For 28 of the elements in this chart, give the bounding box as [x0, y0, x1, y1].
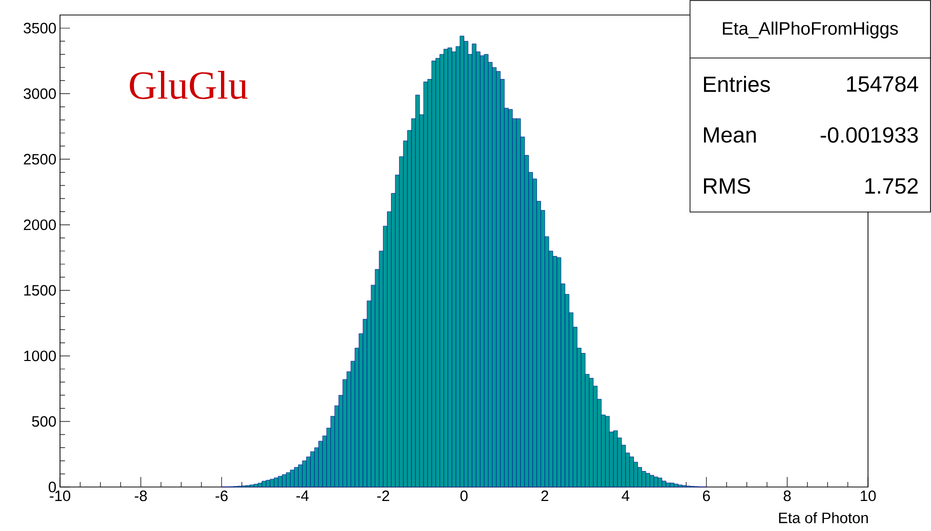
x-tick-label: -2	[377, 490, 390, 502]
annotation: RMS	[704, 178, 750, 194]
annotation: Mean	[704, 127, 756, 143]
annotation: GluGlu	[130, 70, 248, 100]
y-tick-label: 2000	[24, 219, 56, 230]
x-tick-label: 0	[460, 490, 468, 502]
annotation: Entries	[704, 76, 770, 92]
y-tick-label: 0	[48, 482, 56, 492]
x-tick-label: 6	[703, 490, 710, 502]
x-tick-label: 10	[860, 490, 876, 502]
y-tick-label: 3500	[24, 22, 56, 34]
x-tick-label: -8	[134, 490, 147, 502]
y-tick-label: 1500	[24, 285, 56, 296]
x-axis-title: Eta of Photon	[779, 512, 868, 524]
annotation: 1.752	[865, 178, 918, 194]
x-tick-label: -4	[296, 490, 309, 501]
y-tick-label: 2500	[24, 154, 56, 165]
x-tick-label: 8	[784, 490, 791, 502]
chart-title: Eta_AllPhoFromHiggs	[722, 22, 898, 38]
y-tick-label: 1000	[24, 350, 56, 362]
x-tick-label: 4	[622, 490, 630, 501]
y-tick-label: 3000	[24, 88, 56, 99]
x-tick-label: -6	[216, 490, 228, 502]
y-tick-label: 500	[32, 416, 56, 427]
annotation: 154784	[847, 76, 918, 92]
annotation: -0.001933	[820, 127, 918, 143]
x-tick-label: -10	[50, 490, 70, 502]
x-tick-label: 2	[541, 490, 548, 502]
